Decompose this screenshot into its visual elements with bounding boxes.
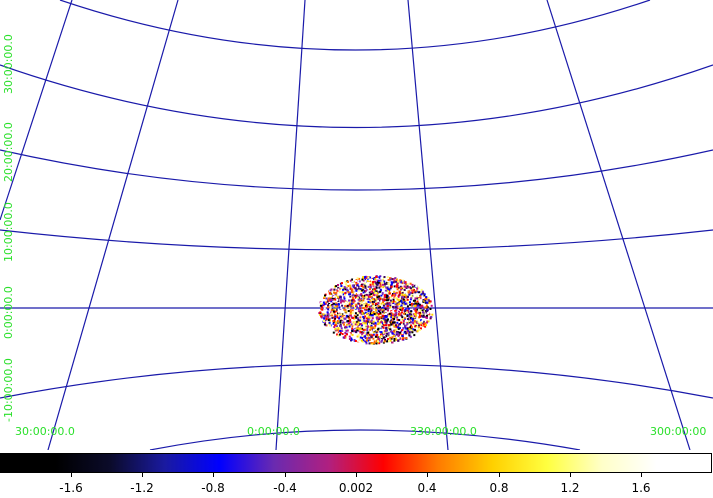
colorbar-tick-label: -0.4 [273,481,297,495]
sky-image-canvas[interactable] [0,0,713,450]
colorbar-tick-mark [213,473,214,477]
colorbar-tick-mark [71,473,72,477]
parallel-line [0,149,713,191]
colorbar-tick-mark [356,473,357,477]
meridian-line [275,0,306,450]
colorbar-tick-mark [570,473,571,477]
ra-label-330: 330:00:00.0 [410,425,477,438]
colorbar-tick-label: 1.6 [631,481,651,495]
source-emission-blob [318,275,434,345]
dec-label-0: 0:00:00.0 [2,286,15,339]
coordinate-grid [0,0,713,450]
colorbar-tick-label: 0.4 [417,481,437,495]
parallel-line [0,64,713,129]
meridian-line [407,0,449,450]
colorbar-tick-mark [641,473,642,477]
colorbar-tick-label: 0.002 [338,481,374,495]
parallel-line [59,0,651,51]
meridian-line [47,0,179,450]
dec-label-minus10: -10:00:00.0 [2,358,15,422]
parallel-line [0,363,713,399]
ra-label-300: 300:00:00 [650,425,707,438]
colorbar-tick-label: 1.2 [560,481,580,495]
colorbar-tick-mark [499,473,500,477]
colorbar-tick-mark [142,473,143,477]
colorbar-tick-label: -1.6 [59,481,83,495]
parallel-line [149,429,581,450]
colorbar-tick-label: -1.2 [130,481,154,495]
colorbar-tick-label: -0.8 [201,481,225,495]
colorbar[interactable] [0,453,712,473]
parallel-line [0,229,713,251]
colorbar-ticks [0,473,713,498]
dec-label-20: 20:00:00.0 [2,122,15,182]
dec-label-10: 10:00:00.0 [2,202,15,262]
ra-label-30: 30:00:00.0 [15,425,75,438]
colorbar-tick-mark [285,473,286,477]
dec-label-30: 30:00:00.0 [2,34,15,94]
meridian-line [0,0,73,221]
ra-label-0: 0:00:00.0 [247,425,300,438]
meridian-line [546,0,691,450]
colorbar-tick-label: 0.8 [489,481,509,495]
colorbar-tick-mark [427,473,428,477]
